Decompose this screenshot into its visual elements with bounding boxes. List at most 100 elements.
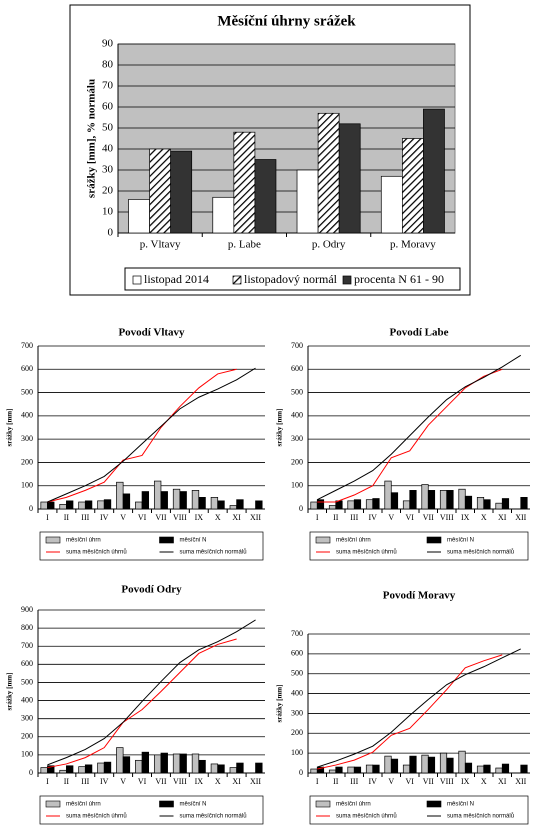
x-tick-label: XI: [498, 777, 507, 786]
bar: [464, 762, 473, 774]
x-tick-label: IX: [461, 777, 470, 786]
x-tick-label: IV: [369, 513, 378, 522]
x-tick-label: VI: [138, 777, 147, 786]
x-tick-label: II: [333, 513, 339, 522]
bar: [217, 764, 225, 774]
bar: [365, 764, 374, 774]
bar: [103, 499, 112, 510]
y-axis-label: srážky [mm], % normálu: [86, 79, 98, 198]
bar: [122, 493, 131, 510]
x-tick-label: IV: [369, 777, 378, 786]
y-tick-label: 0: [29, 504, 33, 513]
y-tick-label: 30: [102, 164, 114, 176]
x-tick-label: IX: [461, 513, 470, 522]
legend-swatch: [426, 800, 442, 808]
bar: [421, 754, 429, 774]
y-tick-label: 0: [299, 768, 303, 777]
bar: [347, 500, 355, 510]
bar: [40, 501, 48, 510]
x-tick-label: p. Vltavy: [140, 239, 181, 251]
line-series: [47, 367, 256, 503]
legend-label: měsíční N: [180, 538, 207, 544]
x-tick-label: VIII: [173, 513, 187, 522]
bar: [501, 763, 510, 774]
y-axis-label: srážky [mm]: [6, 409, 14, 447]
legend-label: měsíční N: [447, 802, 474, 808]
legend-swatch: [315, 800, 331, 808]
bar: [446, 757, 454, 774]
legend-label: listopad 2014: [144, 272, 209, 286]
line-series: [47, 619, 256, 766]
x-tick-label: VII: [423, 513, 434, 522]
bar: [483, 499, 491, 510]
bar: [409, 755, 417, 774]
x-tick-label: X: [481, 777, 487, 786]
bar: [458, 488, 466, 510]
y-tick-label: 20: [102, 185, 114, 197]
x-tick-label: X: [215, 777, 221, 786]
x-tick-label: XI: [232, 513, 241, 522]
x-tick-label: VII: [155, 777, 166, 786]
y-tick-label: 40: [102, 143, 114, 155]
y-tick-label: 300: [291, 434, 303, 443]
y-axis-label: srážky [mm]: [276, 409, 284, 447]
y-tick-label: 600: [21, 659, 33, 668]
y-axis-label: srážky [mm]: [6, 673, 14, 711]
y-tick-label: 700: [291, 341, 303, 350]
x-tick-label: II: [64, 513, 70, 522]
bar: [103, 761, 112, 774]
legend-swatch: [45, 800, 61, 808]
y-tick-label: 400: [21, 411, 33, 420]
x-tick-label: V: [388, 777, 394, 786]
line-series: [47, 638, 237, 769]
bar: [338, 123, 361, 234]
bar: [78, 766, 86, 774]
y-tick-label: 100: [21, 481, 33, 490]
x-tick-label: XI: [498, 513, 507, 522]
bar: [520, 497, 528, 510]
legend-label: měsíční úhrn: [66, 538, 101, 544]
bar: [384, 480, 392, 510]
bar: [135, 501, 143, 510]
legend-swatch: [45, 536, 61, 544]
x-tick-label: IV: [100, 777, 109, 786]
plot-area: [308, 634, 530, 773]
bar: [310, 501, 318, 510]
bar: [172, 753, 181, 774]
bar: [458, 750, 466, 774]
y-tick-label: 300: [21, 434, 33, 443]
bar: [317, 112, 340, 234]
bar: [427, 490, 436, 510]
legend-swatch: [159, 536, 174, 544]
line-series: [317, 648, 521, 768]
bar: [141, 751, 150, 774]
y-tick-label: 200: [291, 728, 303, 737]
x-tick-label: p. Odry: [312, 239, 346, 251]
x-tick-label: X: [215, 513, 221, 522]
bar: [141, 491, 150, 510]
x-tick-label: II: [333, 777, 339, 786]
legend-swatch: [132, 275, 142, 285]
y-tick-label: 100: [291, 748, 303, 757]
y-tick-label: 500: [291, 669, 303, 678]
y-tick-label: 60: [102, 101, 114, 113]
legend-label: suma měsíčních úhrnů: [66, 549, 127, 556]
x-tick-label: p. Moravy: [390, 239, 436, 251]
x-tick-label: XII: [250, 513, 261, 522]
chart-title: Měsíční úhrny srážek: [217, 13, 356, 29]
legend-label: listopadový normál: [244, 272, 338, 286]
bar: [421, 484, 429, 510]
y-tick-label: 400: [21, 695, 33, 704]
bar: [365, 499, 374, 510]
legend-box: [39, 795, 264, 825]
bar: [97, 500, 105, 510]
bar: [116, 481, 124, 510]
x-tick-label: III: [81, 513, 89, 522]
bar: [255, 762, 263, 774]
bar: [316, 499, 325, 510]
x-tick-label: VIII: [173, 777, 187, 786]
bar: [335, 766, 343, 774]
bar: [229, 505, 237, 510]
x-tick-label: VI: [406, 777, 415, 786]
